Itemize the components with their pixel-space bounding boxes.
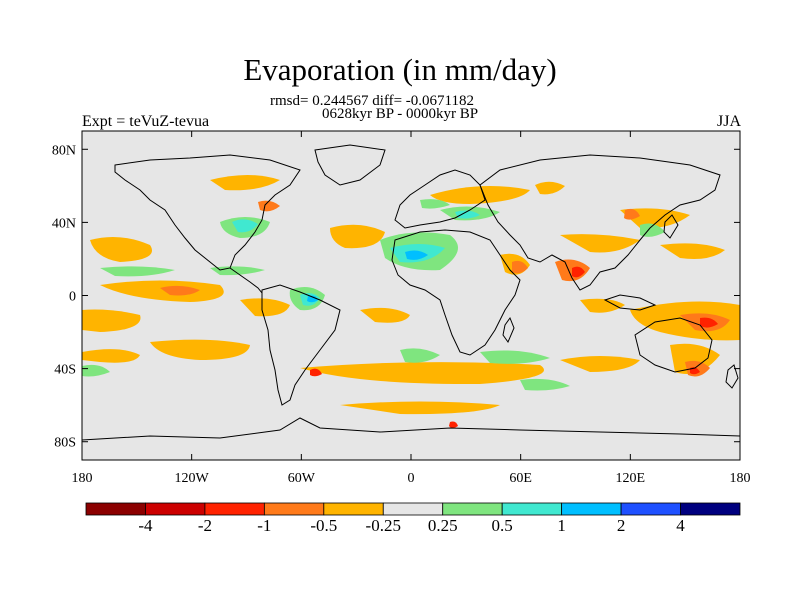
anomaly-patch — [100, 280, 224, 302]
colorbar-label: 0.5 — [491, 516, 513, 535]
colorbar-swatch — [85, 502, 146, 516]
anomaly-patch — [400, 348, 440, 363]
southeast-asia-islands — [603, 294, 657, 311]
colorbar-label: -0.25 — [365, 516, 401, 535]
anomaly-patch — [210, 266, 265, 276]
lon-tick-label: 180 — [72, 471, 93, 486]
colorbar-swatch — [680, 502, 741, 516]
stats-period: 0628kyr BP - 0000kyr BP — [322, 106, 479, 122]
anomaly-patch — [430, 186, 530, 204]
colorbar-swatch — [561, 502, 622, 516]
colorbar-label: 2 — [616, 516, 626, 535]
axis-ticks — [81, 131, 741, 460]
anomaly-patch — [210, 175, 280, 191]
colorbar-swatch — [323, 502, 384, 516]
anomaly-patch — [580, 298, 625, 313]
anomaly-patch — [560, 234, 640, 253]
experiment-label: Expt = teVuZ-tevua — [82, 113, 210, 130]
australia-coast — [634, 317, 713, 373]
south-america-coast — [261, 284, 341, 406]
anomaly-patch — [330, 224, 385, 249]
lon-tick-label: 60W — [288, 471, 316, 486]
anomaly-patch — [405, 250, 428, 260]
lat-tick-label: 40S — [54, 363, 76, 378]
greenland-coast — [314, 144, 386, 186]
anomaly-patch — [700, 317, 718, 328]
anomaly-patch — [512, 260, 528, 274]
lat-tick-label: 0 — [69, 290, 76, 305]
anomaly-field — [82, 175, 740, 428]
colorbar-swatch — [145, 502, 206, 516]
lon-tick-label: 120W — [175, 471, 210, 486]
colorbar-label: -0.5 — [310, 516, 338, 535]
new-zealand-coast — [725, 364, 739, 389]
anomaly-patch — [82, 349, 140, 363]
colorbar-swatch — [442, 502, 503, 516]
anomaly-patch — [240, 298, 290, 317]
stats-block: rmsd= 0.244567 diff= -0.0671182 0628kyr … — [270, 93, 479, 122]
axis-tick-labels: 180 120W 60W 0 60E 120E 180 80N 40N 0 40S 80S — [52, 143, 751, 486]
colorbar — [85, 502, 741, 516]
anomaly-patch — [560, 356, 640, 372]
japan-coast — [663, 214, 679, 239]
stats-rmsd: rmsd= 0.244567 diff= -0.0671182 — [270, 93, 474, 109]
anomaly-patch — [572, 266, 585, 278]
anomaly-patch — [310, 368, 322, 377]
anomaly-patch — [455, 210, 480, 219]
anomaly-patch — [480, 350, 550, 364]
colorbar-swatch — [501, 502, 563, 516]
lon-tick-label: 120E — [616, 471, 646, 486]
lon-tick-label: 60E — [509, 471, 532, 486]
anomaly-patch — [82, 364, 110, 377]
madagascar-coast — [502, 316, 515, 344]
colorbar-label: -1 — [257, 516, 272, 535]
north-america-coast — [114, 154, 301, 271]
map-title: Evaporation (in mm/day) — [243, 52, 557, 87]
lon-tick-label: 0 — [408, 471, 415, 486]
lon-tick-label: 180 — [730, 471, 751, 486]
anomaly-patch — [340, 401, 500, 415]
lat-tick-label: 40N — [52, 216, 76, 231]
season-label: JJA — [716, 113, 741, 130]
lat-tick-label: 80S — [54, 436, 76, 451]
lat-tick-label: 80N — [52, 143, 76, 158]
anomaly-patch — [360, 307, 410, 323]
anomaly-patch — [82, 309, 141, 332]
antarctica-coast — [82, 417, 740, 441]
anomaly-patch — [307, 295, 318, 303]
colorbar-label: 4 — [676, 516, 685, 535]
coastlines — [82, 144, 740, 441]
anomaly-patch — [449, 421, 458, 428]
colorbar-swatch — [382, 502, 444, 516]
anomaly-patch — [90, 236, 152, 262]
anomaly-patch — [150, 339, 250, 360]
colorbar-label: -2 — [197, 516, 212, 535]
central-america-coast — [229, 267, 263, 294]
anomaly-patch — [100, 266, 175, 277]
anomaly-patch — [420, 199, 450, 209]
africa-coast — [391, 229, 521, 356]
anomaly-patch — [258, 200, 280, 212]
colorbar-swatch — [204, 502, 265, 516]
anomaly-patch — [520, 378, 570, 391]
anomaly-patch — [535, 181, 565, 195]
colorbar-label: -4 — [138, 516, 153, 535]
anomaly-patch — [624, 208, 640, 220]
anomaly-patch — [300, 362, 544, 385]
anomaly-patch — [160, 285, 200, 296]
anomaly-patch — [232, 219, 258, 233]
colorbar-swatch — [620, 502, 681, 516]
colorbar-label: 1 — [557, 516, 566, 535]
anomaly-patch — [660, 243, 725, 259]
colorbar-swatch — [263, 502, 325, 516]
colorbar-label: 0.25 — [427, 516, 458, 535]
anomaly-patch — [640, 223, 665, 237]
asia-coast — [479, 154, 721, 291]
